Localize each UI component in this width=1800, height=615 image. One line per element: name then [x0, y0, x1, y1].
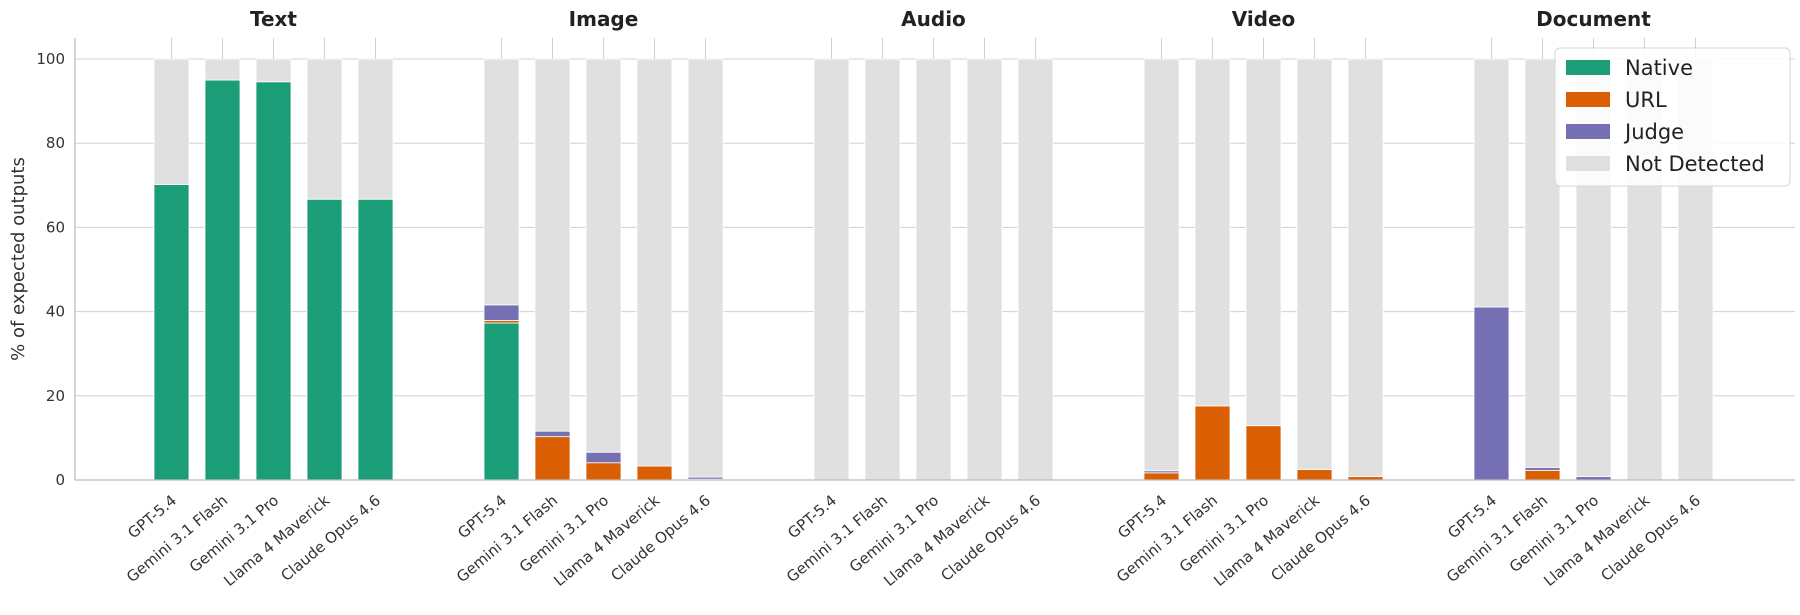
legend-swatch	[1566, 60, 1610, 75]
facet-title: Text	[250, 7, 297, 31]
bar-segment-url	[534, 436, 571, 481]
bar-segment-not-detected	[585, 58, 622, 453]
x-tick-label: Gemini 3.1 Pro	[186, 491, 282, 576]
bar-segment-not-detected	[687, 58, 724, 478]
facet-title: Audio	[901, 7, 966, 31]
bar-segment-judge	[534, 430, 571, 438]
legend-box	[1554, 47, 1791, 187]
bar-segment-not-detected	[864, 58, 901, 481]
bar-segment-not-detected	[204, 58, 241, 81]
bar-segment-url	[1524, 469, 1561, 481]
legend-label: Judge	[1623, 120, 1684, 144]
facet-title: Image	[569, 7, 639, 31]
y-tick-label: 20	[46, 387, 65, 405]
bar-segment-not-detected	[636, 58, 673, 467]
bar-segment-not-detected	[1245, 58, 1282, 427]
legend-label: URL	[1625, 88, 1667, 112]
bar-segment-not-detected	[357, 58, 394, 200]
bar-segment-not-detected	[1296, 58, 1333, 470]
bar-segment-not-detected	[915, 58, 952, 481]
x-tick-label: Gemini 3.1 Pro	[846, 491, 942, 576]
facet-title: Document	[1536, 7, 1651, 31]
bar-segment-judge	[483, 304, 520, 321]
facet-title: Video	[1232, 7, 1296, 31]
bar-segment-url	[1296, 469, 1333, 481]
bar-segment-native	[483, 322, 520, 481]
legend-swatch	[1566, 124, 1610, 139]
bar-segment-native	[306, 198, 343, 481]
y-tick-label: 40	[46, 303, 65, 321]
bar-segment-not-detected	[1347, 58, 1384, 478]
bar-segment-not-detected	[1524, 58, 1561, 468]
bar-segment-not-detected	[1017, 58, 1054, 481]
bar-segment-native	[357, 198, 394, 481]
bar-segment-not-detected	[813, 58, 850, 481]
y-tick-label: 100	[36, 50, 65, 68]
bar-segment-native	[153, 184, 190, 481]
x-tick-label: Gemini 3.1 Pro	[516, 491, 612, 576]
bar-segment-url	[1245, 425, 1282, 481]
bar-segment-judge	[1473, 306, 1510, 481]
x-tick-label: Gemini 3.1 Pro	[1176, 491, 1272, 576]
bar-segment-not-detected	[153, 58, 190, 185]
bar-segment-not-detected	[1473, 58, 1510, 308]
bar-segment-not-detected	[306, 58, 343, 200]
y-tick-label: 60	[46, 218, 65, 236]
bar-segment-not-detected	[966, 58, 1003, 481]
y-axis-label: % of expected outputs	[8, 157, 29, 361]
bar-segment-native	[255, 81, 292, 481]
bar-segment-not-detected	[255, 58, 292, 83]
legend-swatch	[1566, 92, 1610, 107]
legend-swatch	[1566, 156, 1610, 171]
bar-segment-judge	[585, 451, 622, 464]
bar-segment-not-detected	[1194, 58, 1231, 407]
legend-label: Not Detected	[1625, 152, 1765, 176]
bar-segment-not-detected	[483, 58, 520, 306]
y-tick-label: 80	[46, 134, 65, 152]
bar-segment-judge	[1524, 466, 1561, 471]
bar-segment-url	[1194, 405, 1231, 481]
bar-segment-native	[204, 79, 241, 481]
legend-label: Native	[1625, 56, 1693, 80]
bar-segment-not-detected	[534, 58, 571, 432]
x-tick-label: Gemini 3.1 Pro	[1506, 491, 1602, 576]
y-tick-label: 0	[55, 471, 65, 489]
bar-segment-url	[585, 462, 622, 481]
bar-segment-url	[636, 465, 673, 481]
bar-segment-url	[1143, 472, 1180, 481]
bar-segment-not-detected	[1143, 58, 1180, 472]
